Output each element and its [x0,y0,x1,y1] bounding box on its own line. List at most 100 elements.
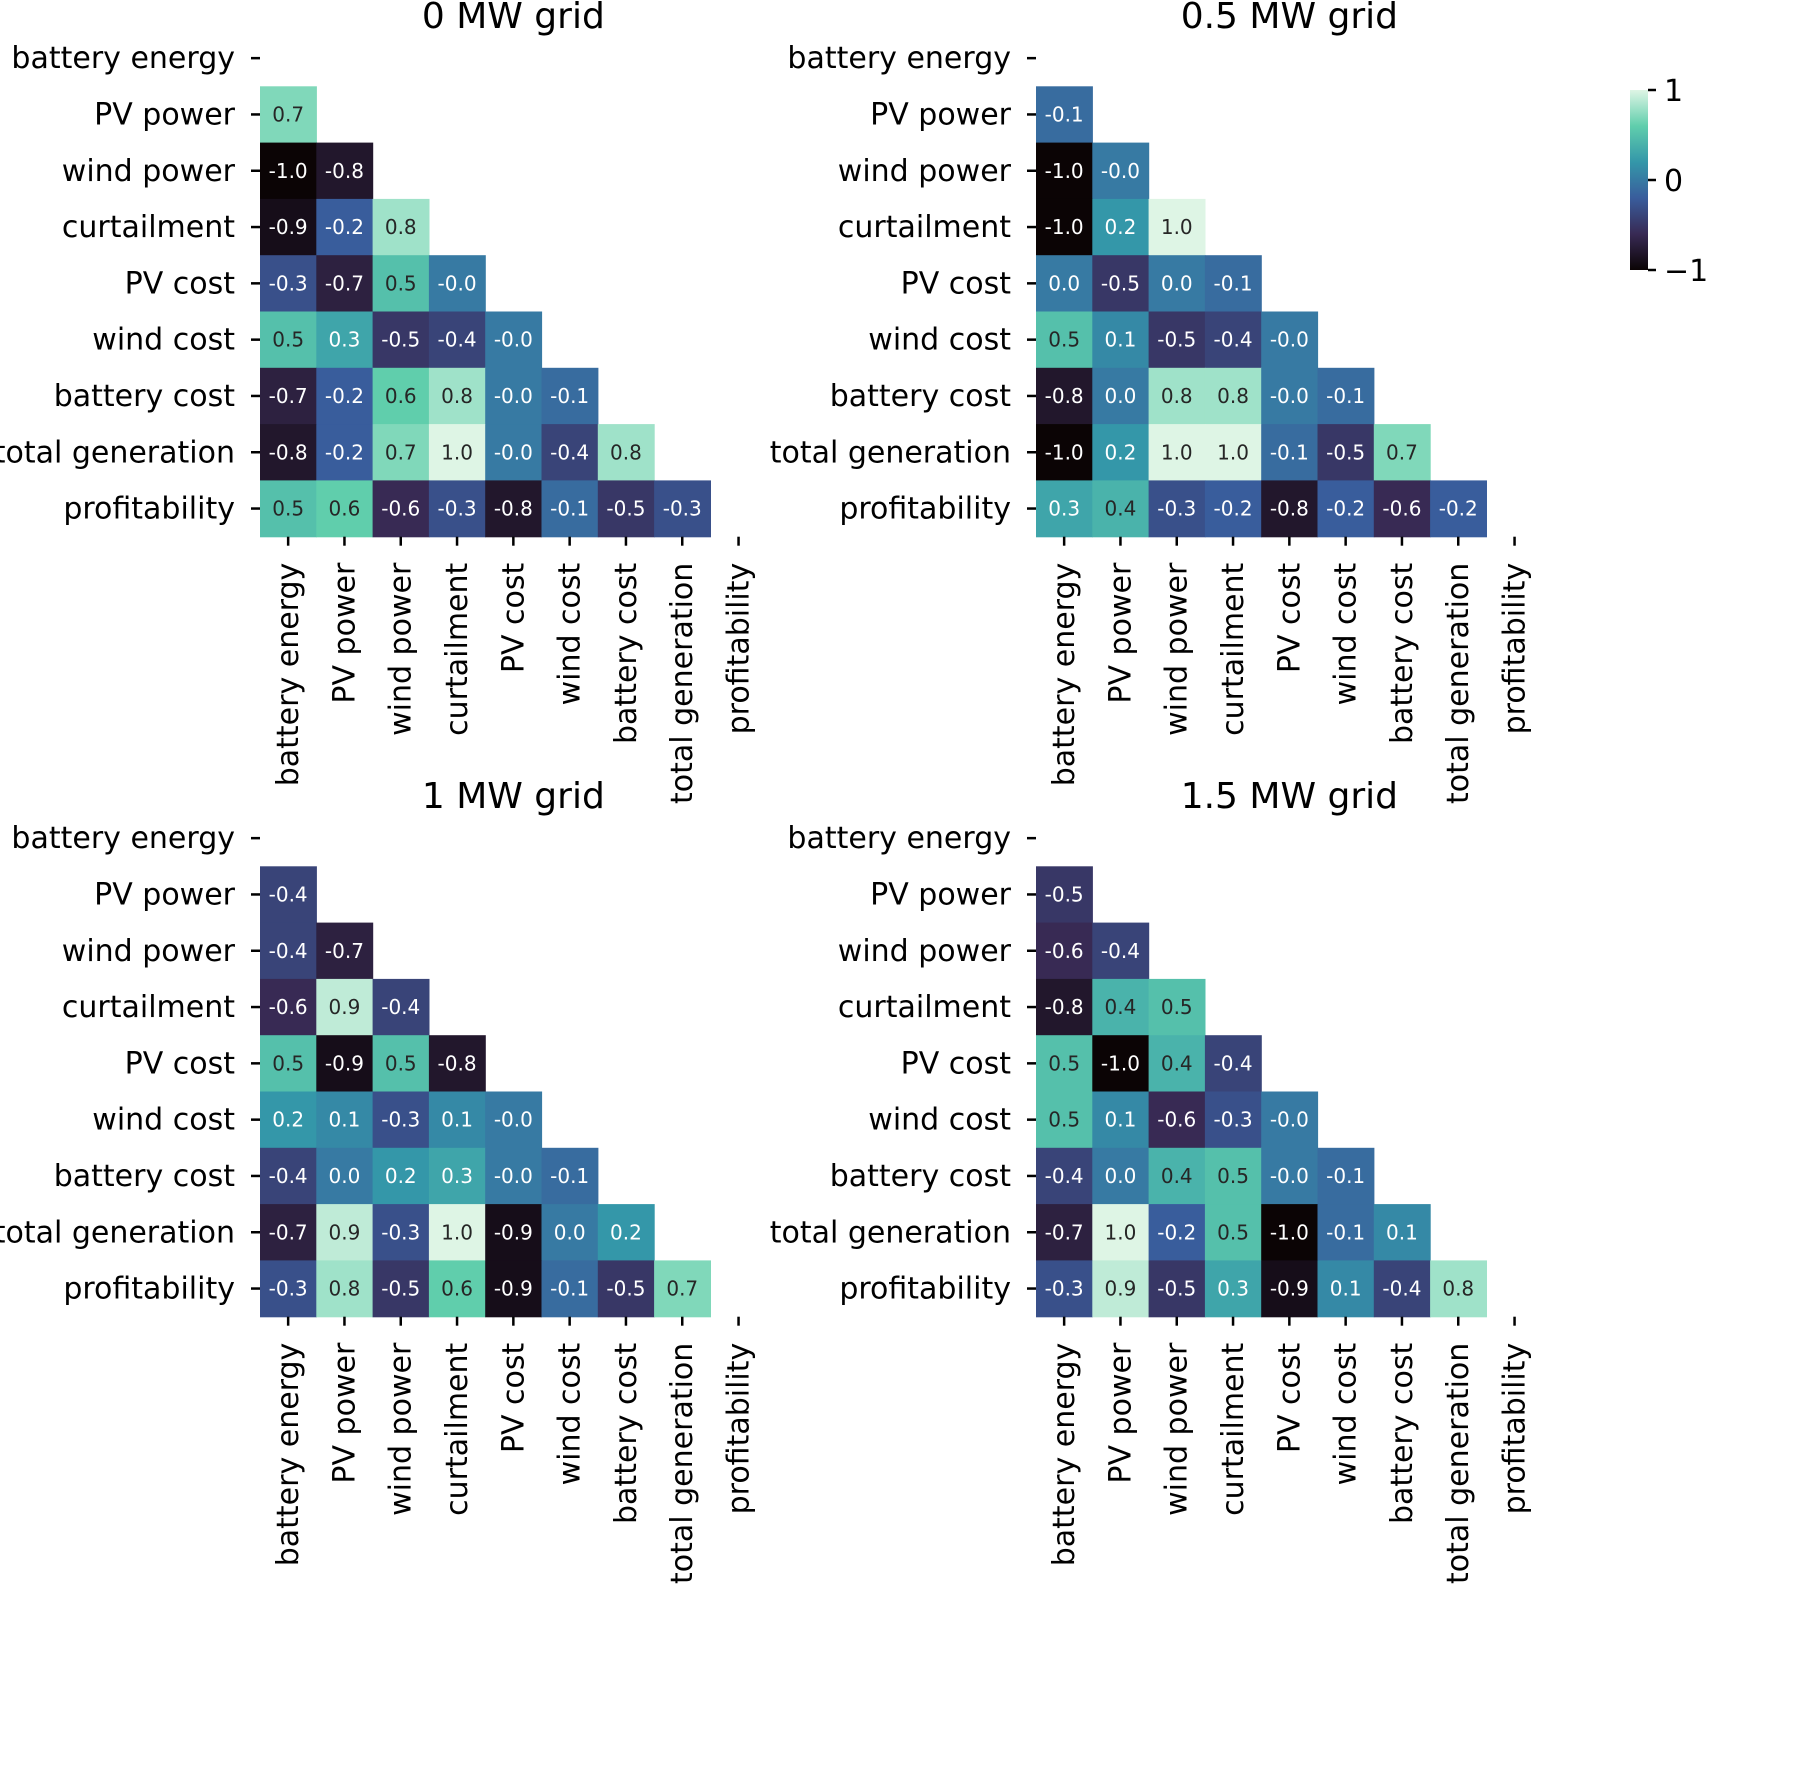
cell-label: 0.0 [1105,1164,1137,1188]
heatmap-cell [654,480,711,538]
heatmap-cell [260,1147,317,1205]
x-tick-label: PV cost [1272,562,1307,673]
heatmap-cell [1148,480,1206,538]
heatmap-cell [428,1035,486,1093]
cell-label: -0.3 [1045,1277,1084,1301]
x-tick-label: PV cost [496,562,531,673]
y-tick-label: PV power [870,97,1012,132]
heatmap-cell [597,424,655,481]
cell-label: -0.0 [1270,1164,1309,1188]
heatmap-cell [260,978,317,1036]
heatmap-cell [1204,311,1262,369]
y-tick-label: wind power [838,934,1012,969]
cell-label: 1.0 [1217,440,1249,464]
y-tick-label: profitability [839,1272,1011,1307]
heatmap-cell [1036,1260,1093,1318]
panel-title: 0.5 MW grid [1181,0,1398,37]
cell-label: -0.1 [550,497,589,521]
heatmap-cell [1092,1035,1150,1093]
heatmap-cell [1204,1260,1262,1318]
cell-label: -0.9 [269,215,308,239]
cell-label: -0.0 [438,271,477,295]
heatmap-cell [316,1091,374,1149]
y-tick-label: PV power [870,877,1012,912]
cell-label: -0.9 [325,1051,364,1075]
heatmap-cell [316,198,374,256]
heatmap-cell [1261,367,1319,425]
heatmap-cell [485,1204,543,1261]
heatmap-panel-4: 1.5 MW grid -0.5 -0.6 -0.4 -0.8 0.4 0.5 0.5 -1.0… [770,776,1533,1584]
cell-label: -0.4 [550,440,589,464]
cell-label: -0.6 [1157,1108,1196,1132]
heatmap-cell [1204,1035,1262,1093]
cell-label: -0.0 [494,440,533,464]
heatmap-cell [1317,480,1375,538]
heatmap-cell [1148,198,1206,256]
cell-label: 0.1 [1330,1277,1362,1301]
cell-label: -0.2 [325,440,364,464]
cell-label: 0.5 [1217,1220,1249,1244]
cell-label: 1.0 [1105,1220,1137,1244]
x-tick-label: PV power [327,1342,362,1484]
y-tick-label: PV cost [125,266,236,301]
heatmap-cell [1261,424,1319,481]
cell-label: -0.8 [325,159,364,183]
x-tick-label: battery cost [609,562,644,744]
cell-label: 1.0 [441,440,473,464]
heatmap-cell [372,198,430,256]
x-tick-label: wind cost [1329,562,1364,705]
cell-label: 0.9 [1105,1277,1137,1301]
x-tick-label: curtailment [1216,562,1251,735]
cell-label: 0.0 [1161,271,1193,295]
cell-label: -0.2 [325,384,364,408]
heatmap-cell [1148,978,1206,1036]
heatmap-cell [260,922,317,980]
cell-label: -0.5 [606,1277,645,1301]
heatmap-cell [541,1147,599,1205]
heatmap-cell [1317,367,1375,425]
colorbar-tick-label: −1 [1664,254,1708,289]
cell-label: -0.5 [1157,1277,1196,1301]
cell-label: -0.8 [1270,497,1309,521]
cell-label: 0.8 [329,1277,361,1301]
heatmap-cell [1036,480,1093,538]
heatmap-cell [1036,1147,1093,1205]
heatmap-cell [372,424,430,481]
heatmap-cell [428,480,486,538]
heatmap-cell [1036,86,1093,144]
heatmap-cell [428,1260,486,1318]
heatmap-cell [1036,1204,1093,1261]
heatmap-cell [485,480,543,538]
heatmap-cell [316,1035,374,1093]
heatmap-cell [428,1091,486,1149]
cell-label: -0.1 [1326,1220,1365,1244]
y-tick-label: profitability [63,1272,235,1307]
heatmap-cell [1036,311,1093,369]
x-tick-label: battery energy [1047,563,1082,787]
cell-label: 0.9 [329,995,361,1019]
cell-label: -0.1 [1045,102,1084,126]
cell-label: 0.5 [272,328,304,352]
heatmap-cell [1148,1147,1206,1205]
heatmap-cell [260,198,317,256]
cell-label: -0.4 [1045,1164,1084,1188]
heatmap-cell [1317,1147,1375,1205]
cell-label: -0.0 [1270,1108,1309,1132]
panel-title: 1.5 MW grid [1181,776,1398,817]
y-tick-label: battery energy [787,41,1011,76]
cell-label: -0.3 [269,271,308,295]
cell-label: 0.9 [329,1220,361,1244]
heatmap-cell [485,1091,543,1149]
x-tick-label: wind power [1160,562,1195,736]
cell-label: -0.4 [381,995,420,1019]
y-tick-label: PV cost [125,1046,236,1081]
x-tick-label: profitability [1498,563,1533,735]
heatmap-cell [260,866,317,924]
cell-label: 0.3 [1048,497,1080,521]
cell-label: -0.3 [381,1108,420,1132]
cell-label: -1.0 [1270,1220,1309,1244]
x-tick-label: battery cost [1385,1342,1420,1524]
heatmap-cell [372,1260,430,1318]
cell-label: -0.0 [1270,328,1309,352]
